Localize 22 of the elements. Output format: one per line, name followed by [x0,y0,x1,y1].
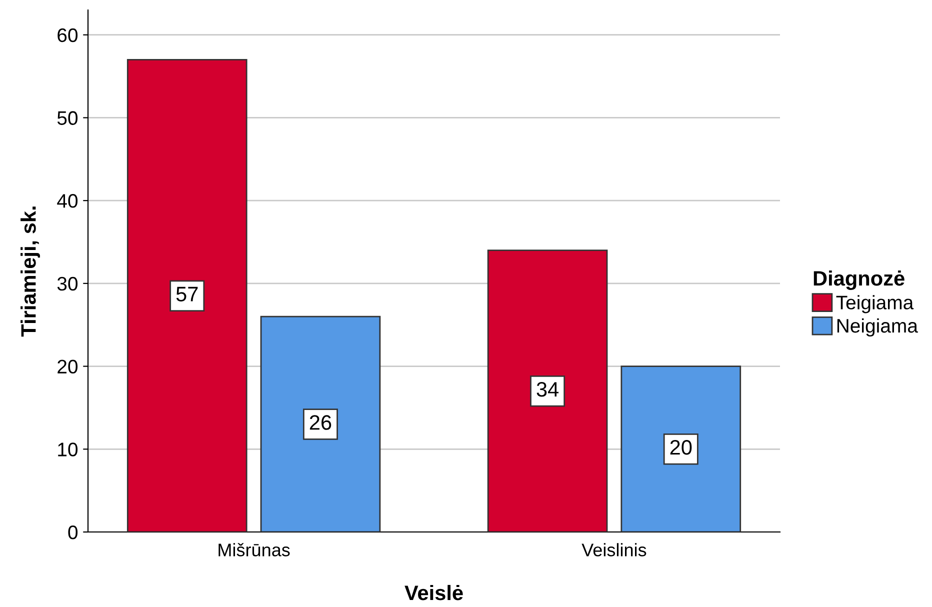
x-axis-title: Veislė [404,584,463,600]
bar [260,316,381,532]
y-tick-label: 40 [57,194,78,208]
bar [620,366,742,532]
data-label: 26 [310,415,332,430]
x-tick-label: Mišrūnas [218,543,290,556]
data-label: 34 [536,382,559,397]
y-tick-label: 50 [57,111,78,125]
bar [126,59,248,532]
y-tick-label: 0 [68,525,78,540]
legend-title: Diagnozė [814,270,904,290]
x-tick-label: Veislinis [582,543,646,556]
bar [487,250,608,532]
y-tick-label: 20 [58,360,78,374]
data-label: 20 [670,440,692,455]
legend-label: Neigiama [837,318,918,337]
data-label: 57 [176,286,198,302]
y-tick-label: 10 [58,442,78,456]
legend-label: Teigiama [836,295,914,314]
y-tick-label: 60 [58,28,78,42]
y-axis-title: Tiriamieji, sk. [20,206,40,337]
y-tick-label: 30 [57,276,78,291]
